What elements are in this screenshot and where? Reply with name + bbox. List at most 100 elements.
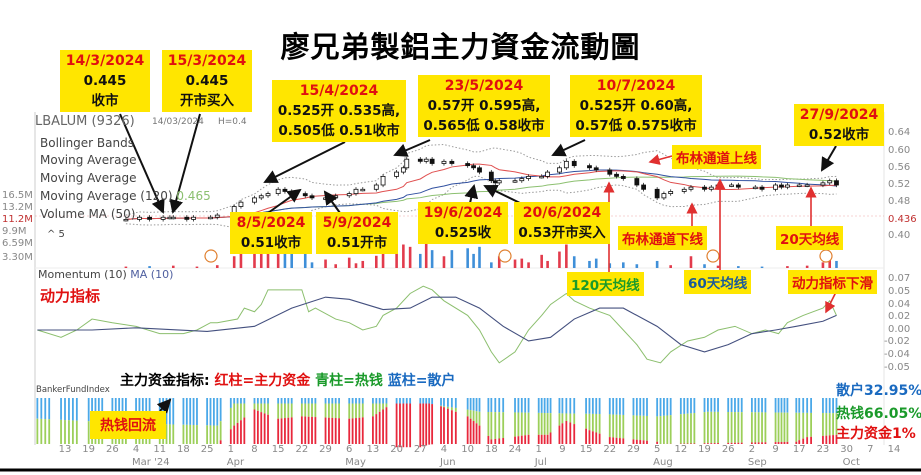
hot-money-bar [240,403,242,421]
legend-collapse-toggle[interactable]: ^ 5 [47,229,65,240]
candle-body [688,186,694,190]
main-force-bar [573,424,576,444]
main-force-bar [494,438,497,444]
hot-money-bar [598,414,601,434]
hot-money-bar [192,425,195,444]
hot-money-bar [706,411,709,444]
main-force-bar [832,435,834,444]
volume-bar [395,252,398,268]
retail-bar [331,398,334,404]
retail-bar [243,398,246,404]
candle-body [681,188,687,192]
retail-bar [385,398,388,404]
legend-ma-2[interactable]: Moving Average [40,171,137,185]
candle-body [668,191,674,194]
annotation-text: 0.51开市 [326,235,388,251]
annotation-text: 开市买入 [180,93,234,109]
vol-ma-marker: 11.2M [2,214,33,225]
hot-money-bar [608,414,611,438]
retail-bar [615,398,618,415]
legend-volume-ma[interactable]: Volume MA (50) [40,207,136,221]
hot-money-bar [502,412,505,439]
candle-body [333,195,339,199]
legend-ma-1[interactable]: Moving Average [40,153,137,167]
main-force-bar [569,422,572,444]
retail-bar [573,398,576,414]
arrow-bollinger-upper [648,154,673,165]
x-tick-label: 7 [867,444,874,455]
main-force-bar [690,443,692,444]
volume-bar [490,262,493,268]
main-force-bar [524,435,527,444]
main-force-bar [475,423,478,444]
vol-tick: 9.9M [2,226,27,237]
hot-money-bar [300,403,303,417]
x-tick-label: 8 [251,444,258,455]
main-force-bar [656,441,659,444]
event-marker-icon [498,249,512,263]
retail-bar [277,398,280,404]
main-force-bar [608,437,611,444]
hot-money-bar [727,412,730,443]
candle-body [360,188,366,192]
main-force-bar [543,434,546,444]
main-force-bar [311,416,313,444]
hot-money-bar [440,405,442,407]
hot-money-bar [517,412,520,437]
candle-body [661,193,667,199]
retail-bar [395,398,398,404]
x-month-label: Sep [747,457,767,468]
hot-money-bar [683,413,686,444]
legend-ma-120[interactable]: Moving Average (120) 0.465 [40,189,211,203]
retail-bar [60,398,62,420]
volume-bar [828,257,832,268]
retail-bar [351,398,354,404]
hot-money-bar [478,411,481,426]
candle-body [282,188,288,192]
main-force-bar [443,407,445,444]
hot-money-bar [331,403,334,418]
retail-bar [263,398,266,404]
ma120-label: 120天均线 [567,272,644,296]
retail-bar [646,398,648,416]
x-tick-label: 25 [200,444,214,455]
candle-body [702,186,707,190]
retail-bar [686,398,689,414]
volume-bar [669,265,672,268]
candle-body [289,191,295,194]
x-month-label: Oct [842,457,860,468]
main-force-bar [693,443,696,444]
hot-money-bar [622,414,625,439]
retail-bar [683,398,686,414]
momentum-tick: -0.05 [884,362,910,373]
arrow-14-3 [119,113,165,214]
hot-money-bar [260,403,263,413]
main-force-bar [734,442,736,444]
candle-body [492,180,498,184]
main-force-bar [334,418,337,444]
price-tick: 0.48 [888,196,911,207]
annotation-date: 20/6/2024 [522,205,602,221]
hot-money-bar [679,414,682,444]
retail-bar [361,398,364,404]
retail-bar [490,398,493,413]
hot-money-bar [68,420,70,444]
candle-body [400,167,406,173]
event-marker-icon [204,249,218,263]
momentum-line [37,285,837,364]
retail-bar [206,398,209,426]
volume-bar [513,259,517,268]
candle-body [641,184,647,190]
legend-momentum-ma: MA (10) [130,268,174,281]
retail-bar [588,398,591,414]
legend-bollinger[interactable]: Bollinger Bands [40,136,134,150]
main-force-bar [754,442,757,444]
retail-bar [443,398,445,407]
legend-banker-fund[interactable]: BankerFundIndex [36,385,110,395]
ma20-label: 20天均线 [776,226,844,250]
candle-body [429,158,435,164]
bollinger-lower-label: 布林通道下线 [618,226,707,250]
legend-momentum[interactable]: Momentum (10) MA (10) [38,268,173,281]
retail-bar [135,398,137,424]
arrow-momentum-down [825,291,837,314]
